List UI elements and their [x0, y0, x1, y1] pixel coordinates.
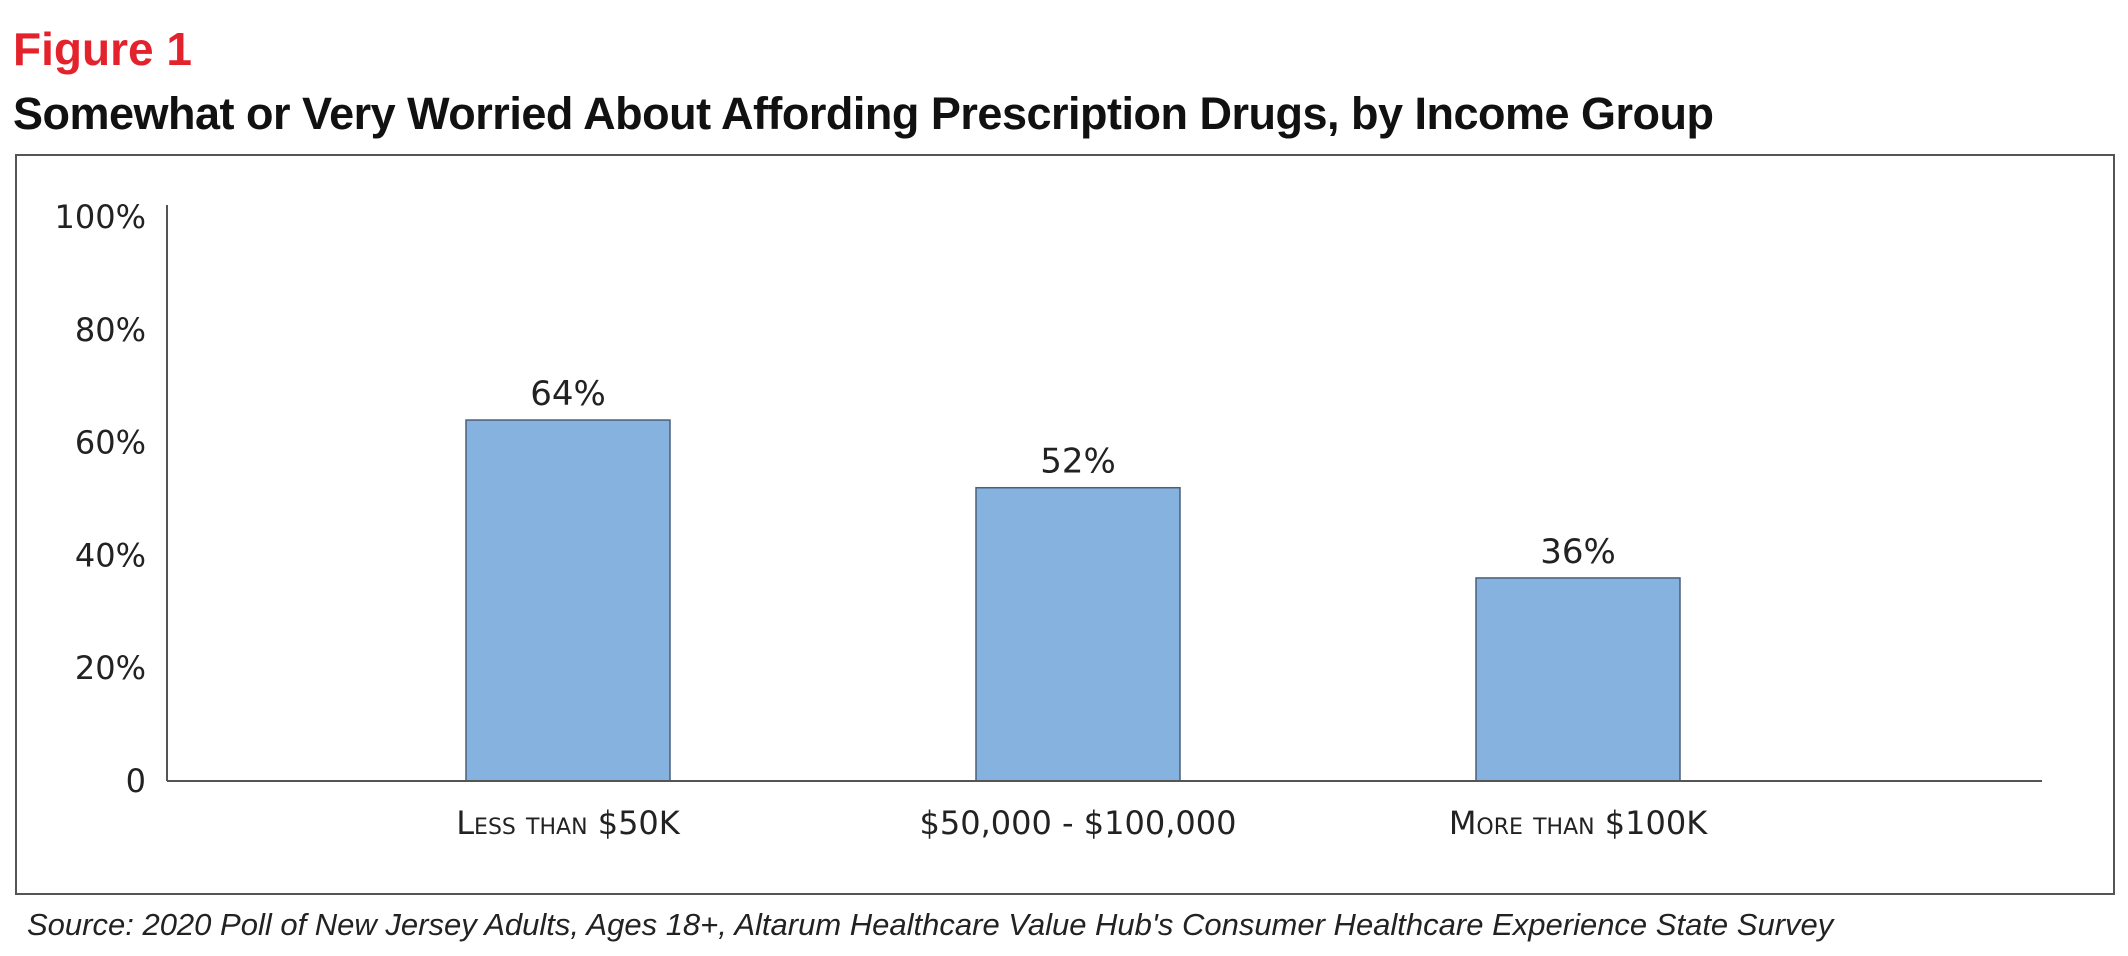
x-axis-ticks: Less than $50K $50,000 - $100,000 More tha… [456, 804, 1708, 842]
chart-frame [15, 154, 2115, 895]
x-tick-label: $50,000 - $100,000 [920, 804, 1237, 842]
bar-value-labels: 64% 52% 36% [530, 374, 1616, 572]
bar [465, 419, 671, 782]
figure-label: Figure 1 [13, 23, 192, 75]
y-tick-label: 20% [75, 649, 146, 687]
bar-value-label: 64% [530, 374, 606, 414]
y-axis-ticks: 0 20% 40% 60% 80% 100% [55, 198, 146, 800]
x-tick-label: More than $100K [1449, 804, 1708, 842]
y-tick-label: 60% [75, 424, 146, 462]
source-note: Source: 2020 Poll of New Jersey Adults, … [27, 907, 1834, 942]
y-tick-label: 0 [126, 762, 146, 800]
bar-value-label: 36% [1540, 532, 1616, 572]
bars [465, 419, 1681, 782]
x-tick-label: Less than $50K [456, 804, 681, 842]
chart-title: Somewhat or Very Worried About Affording… [13, 88, 1714, 139]
y-tick-label: 40% [75, 536, 146, 574]
bar-value-label: 52% [1040, 442, 1116, 482]
bar [975, 486, 1181, 782]
bar [1475, 577, 1681, 782]
y-tick-label: 80% [75, 311, 146, 349]
y-tick-label: 100% [55, 198, 146, 236]
